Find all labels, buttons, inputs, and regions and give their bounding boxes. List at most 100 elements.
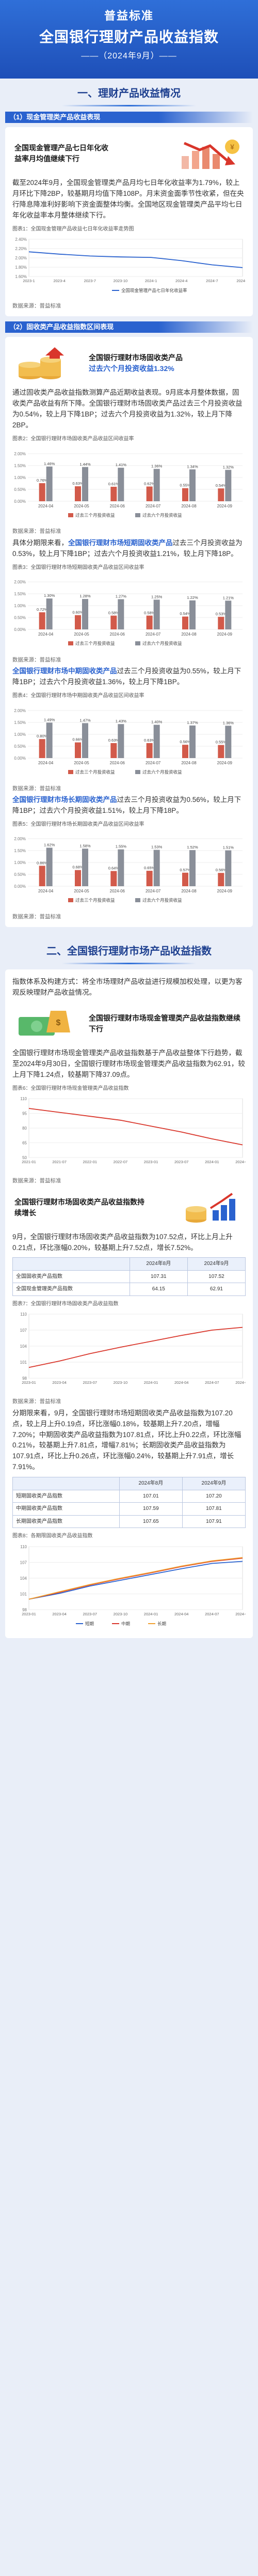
index-intro: 指数体系及构建方式：将全市场理财产品收益进行规模加权处理，以更为客观反映理财产品…	[12, 978, 243, 997]
axis-tick-label: 0.00%	[14, 499, 26, 504]
feature-index-cash-text: 全国银行理财市场现金管理类产品收益指数继续下行	[89, 1014, 240, 1034]
x-tick-label: 2023-07	[83, 1612, 98, 1616]
index-cash-body: 全国银行理财市场现金管理类产品收益指数基于产品收益整体下行趋势，截至2024年9…	[12, 1049, 245, 1079]
feature-fixed: 全国银行理财市场固收类产品 过去六个月投资收益1.32%	[12, 342, 246, 385]
axis-tick-label: 50	[22, 1155, 27, 1160]
bar	[46, 722, 53, 758]
axis-tick-label: 101	[20, 1592, 27, 1596]
bar	[82, 599, 88, 630]
bar-value-label: 0.68%	[72, 865, 84, 870]
bar	[39, 612, 45, 630]
axis-tick-label: 101	[20, 1360, 27, 1365]
chart-index-terms: 98 101 104 107 110 2023-01 2023-04 2023-07 2023-…	[20, 1545, 250, 1626]
feature-cash: 全国现金管理产品七日年化收益率月均值继续下行 ¥	[12, 132, 246, 176]
legend-swatch	[68, 513, 73, 517]
hero-line1: 普益标准	[104, 9, 154, 22]
table-header-cell	[12, 1477, 120, 1490]
table-header-cell: 2024年8月	[129, 1257, 188, 1271]
table-row: 短期固收类产品指数 107.01 107.20	[12, 1489, 246, 1503]
feature-cash-text: 全国现金管理产品七日年化收益率月均值继续下行	[14, 144, 108, 163]
x-tick-label: 2024-05	[74, 761, 89, 765]
section1-underline	[62, 105, 196, 106]
legend-label: 过去三个月投资收益	[75, 769, 115, 775]
bar-value-label: 1.34%	[187, 464, 198, 469]
bar	[153, 599, 160, 630]
axis-tick-label: 107	[20, 1560, 27, 1565]
axis-tick-label: 0.00%	[14, 884, 26, 889]
bar-value-label: 0.55%	[216, 739, 227, 744]
bar	[110, 871, 117, 887]
table-cell: 长期固收类产品指数	[12, 1515, 120, 1529]
series-line	[28, 1557, 243, 1600]
axis-tick-label: 0.50%	[14, 615, 26, 620]
table-cell: 全国固收类产品指数	[12, 1270, 130, 1284]
axis-tick-label: 1.00%	[14, 604, 26, 608]
legend-swatch	[68, 769, 73, 774]
bar-value-label: 1.28%	[79, 594, 91, 598]
x-tick-label: 2023-07	[83, 1380, 98, 1385]
bar	[110, 615, 117, 630]
fig7-source: 数据来源：普益标准	[12, 1398, 61, 1405]
short-body-pre: 具体分期限来看，	[12, 538, 68, 547]
axis-tick-label: 0.00%	[14, 627, 26, 632]
table-cell: 107.31	[129, 1270, 188, 1284]
bar-value-label: 1.51%	[223, 845, 234, 850]
bar-value-label: 0.60%	[72, 610, 84, 614]
table-cell: 107.20	[182, 1489, 246, 1503]
table-index-terms: 2024年8月 2024年9月 短期固收类产品指数 107.01 107.20 中期固收类…	[12, 1477, 246, 1529]
bar-value-label: 1.43%	[116, 719, 127, 723]
x-tick-label: 2024-09	[217, 761, 233, 765]
legend-label: 短期	[85, 1621, 94, 1626]
bar-value-label: 1.44%	[79, 461, 91, 466]
axis-tick-label: 0.50%	[14, 872, 26, 877]
fig7-title: 图表7：全国银行理财市场固收类产品收益指数	[12, 1301, 119, 1307]
axis-tick-label: 1.50%	[14, 464, 26, 468]
x-tick-label: 2024-7	[206, 279, 218, 283]
table-cell: 中期固收类产品指数	[12, 1502, 120, 1516]
axis-tick-label: 2.40%	[15, 237, 27, 242]
long-body-hl: 全国银行理财市场长期固收类产品	[12, 795, 117, 804]
legend-label: 过去三个月投资收益	[75, 898, 115, 903]
bar-value-label: 0.55%	[180, 483, 191, 487]
hero-date: ——（2024年9月）——	[81, 52, 177, 61]
x-tick-label: 2021-01	[22, 1160, 36, 1164]
bar	[82, 467, 88, 501]
feature-fixed-line-a: 全国银行理财市场固收类产品	[89, 353, 183, 362]
bar	[153, 724, 160, 758]
bar-value-label: 0.64%	[108, 866, 120, 871]
x-tick-label: 2024-04	[174, 1612, 189, 1616]
bar	[118, 599, 124, 630]
x-tick-label: 2024-01	[205, 1160, 219, 1164]
bar	[46, 598, 53, 630]
axis-tick-label: 1.00%	[14, 475, 26, 480]
bar-value-label: 1.49%	[44, 717, 55, 722]
bar-value-label: 0.56%	[216, 868, 227, 872]
x-tick-label: 2023-7	[84, 279, 96, 283]
bar	[75, 870, 81, 887]
feature-fixed-text: 全国银行理财市场固收类产品 过去六个月投资收益1.32%	[89, 352, 244, 374]
x-tick-label: 2024-04	[38, 504, 54, 508]
legend-label: 过去六个月投资收益	[142, 898, 182, 903]
axis-tick-label: 1.50%	[14, 720, 26, 725]
bar	[189, 725, 196, 758]
x-tick-label: 2023-1	[23, 279, 35, 283]
x-tick-label: 2023-07	[174, 1160, 189, 1164]
bar	[225, 469, 232, 501]
legend-swatch	[135, 641, 140, 646]
table-cell: 62.91	[187, 1283, 246, 1296]
bar-value-label: 1.27%	[116, 594, 127, 599]
legend-swatch	[68, 898, 73, 903]
x-tick-label: 2024-07	[205, 1612, 219, 1616]
table-row: 全国固收类产品指数 107.31 107.52	[12, 1270, 246, 1284]
fig1-title: 图表1：全国现金管理产品收益七日年化收益率走势图	[12, 226, 134, 232]
x-tick-label: 2024-07	[146, 632, 161, 637]
table-cell: 107.65	[119, 1515, 183, 1529]
table-cell: 107.59	[119, 1502, 183, 1516]
x-tick-label: 2024-09	[235, 1612, 246, 1616]
x-tick-label: 2024-04	[38, 632, 54, 637]
fig1-source: 数据来源：普益标准	[12, 303, 61, 310]
bar-value-label: 0.56%	[180, 739, 191, 744]
legend-label: 长期	[157, 1621, 166, 1626]
legend-swatch	[135, 513, 140, 517]
